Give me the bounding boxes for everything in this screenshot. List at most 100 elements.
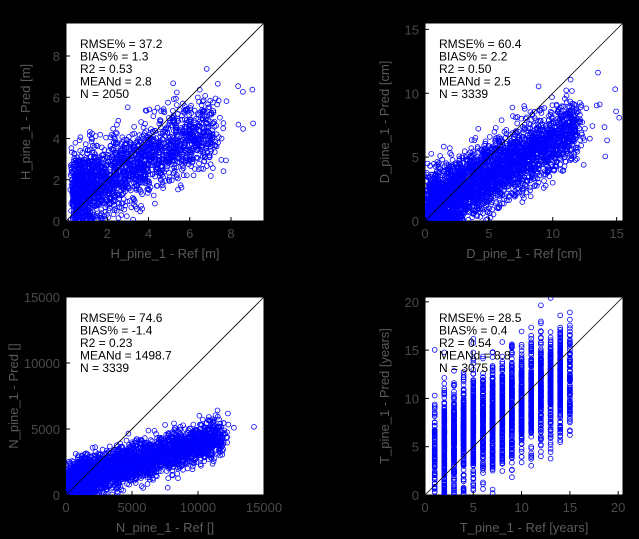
data-point <box>190 172 197 179</box>
data-point <box>98 192 105 198</box>
data-point <box>456 157 463 164</box>
data-point <box>191 107 198 114</box>
data-point <box>138 145 145 152</box>
data-point <box>107 154 113 161</box>
data-point <box>140 164 147 171</box>
data-point <box>123 157 129 164</box>
data-point <box>137 186 143 193</box>
x-tick-label: 4 <box>145 226 152 241</box>
data-point <box>89 169 95 175</box>
data-point <box>447 169 454 175</box>
data-point <box>174 139 180 146</box>
data-point <box>156 143 162 150</box>
data-point <box>73 207 80 213</box>
data-point <box>84 177 90 184</box>
data-point <box>179 167 185 173</box>
data-point <box>456 153 463 160</box>
y-tick-label: 6 <box>53 90 60 105</box>
data-point <box>521 185 527 191</box>
data-point <box>580 135 586 141</box>
data-point <box>159 182 166 189</box>
data-point <box>114 139 121 146</box>
data-point <box>87 129 93 135</box>
data-point <box>144 153 151 159</box>
stat-label: N = 2050 <box>80 87 129 101</box>
data-point <box>557 167 564 173</box>
data-point <box>474 213 480 220</box>
data-point <box>85 209 91 216</box>
data-point <box>170 143 177 149</box>
data-point <box>85 207 92 213</box>
data-point <box>516 137 523 143</box>
data-point <box>177 182 184 189</box>
data-point <box>146 181 152 187</box>
data-point <box>507 144 514 151</box>
data-point <box>113 129 119 136</box>
data-point <box>174 133 180 139</box>
data-point <box>106 191 112 198</box>
data-point <box>99 170 106 177</box>
data-point <box>174 172 180 178</box>
data-point <box>103 170 110 177</box>
data-point <box>460 160 467 167</box>
data-point <box>82 141 89 148</box>
data-point <box>496 138 502 144</box>
data-point <box>503 177 510 184</box>
data-point <box>155 165 161 172</box>
data-point <box>205 101 211 108</box>
data-point <box>574 148 581 155</box>
data-point <box>191 137 198 144</box>
data-point <box>220 120 227 126</box>
data-point <box>212 149 218 155</box>
data-point <box>102 208 109 215</box>
data-point <box>150 138 157 145</box>
data-point <box>191 123 198 130</box>
data-point <box>105 207 112 214</box>
data-point <box>181 108 187 115</box>
data-point <box>549 102 556 108</box>
data-point <box>166 174 173 181</box>
x-tick-label: 6 <box>186 226 193 241</box>
data-point <box>131 150 138 157</box>
data-point <box>569 88 575 94</box>
data-point <box>74 214 80 220</box>
data-point <box>587 135 593 142</box>
data-point <box>556 117 562 124</box>
data-point <box>80 213 87 219</box>
data-point <box>164 140 171 146</box>
data-point <box>549 179 556 186</box>
data-point <box>187 154 193 161</box>
scatter-points <box>67 66 256 221</box>
data-point <box>154 105 161 111</box>
data-point <box>208 173 214 179</box>
data-point <box>498 117 505 123</box>
data-point <box>119 146 126 153</box>
data-point <box>160 185 166 192</box>
data-point <box>193 115 199 122</box>
data-point <box>192 166 198 172</box>
data-point <box>147 156 154 162</box>
data-point <box>527 184 533 191</box>
data-point <box>141 130 148 136</box>
data-point <box>132 144 138 150</box>
data-point <box>146 179 152 186</box>
data-point <box>209 136 216 143</box>
data-point <box>439 156 446 163</box>
data-point <box>197 123 203 129</box>
data-point <box>202 116 209 122</box>
data-point <box>128 140 134 146</box>
data-point <box>99 174 105 180</box>
y-axis-label: H_pine_1 - Pred [m] <box>18 64 33 180</box>
data-point <box>88 135 95 142</box>
data-point <box>87 190 94 196</box>
data-point <box>84 180 91 187</box>
data-point <box>114 122 120 128</box>
x-axis-label: H_pine_1 - Ref [m] <box>110 246 219 261</box>
data-point <box>110 152 116 159</box>
data-point <box>176 155 183 162</box>
data-point <box>152 127 158 134</box>
data-point <box>98 199 104 205</box>
data-point <box>181 143 188 149</box>
data-point <box>216 134 222 140</box>
data-point <box>505 183 512 190</box>
